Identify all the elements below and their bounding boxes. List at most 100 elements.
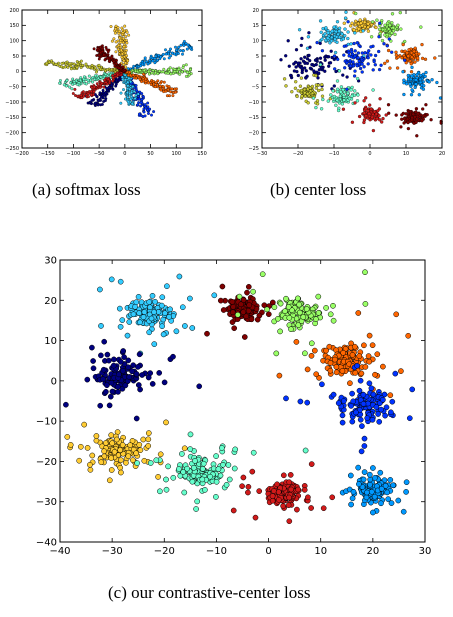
data-point bbox=[106, 357, 112, 364]
data-point bbox=[102, 53, 106, 57]
data-point bbox=[207, 473, 213, 480]
data-point bbox=[164, 48, 167, 52]
data-point bbox=[347, 51, 351, 55]
data-point bbox=[125, 364, 132, 371]
data-point bbox=[87, 466, 94, 473]
data-point bbox=[303, 91, 307, 95]
data-point bbox=[97, 66, 101, 69]
data-point bbox=[148, 315, 155, 322]
data-point bbox=[293, 86, 298, 90]
data-point bbox=[424, 70, 428, 75]
data-point bbox=[296, 89, 300, 93]
y-tick-label: 30 bbox=[44, 256, 57, 267]
data-point bbox=[303, 94, 308, 98]
data-point bbox=[107, 59, 111, 63]
data-point bbox=[105, 48, 109, 51]
data-point bbox=[125, 30, 129, 34]
data-point bbox=[295, 94, 299, 99]
data-point bbox=[369, 45, 373, 49]
data-point bbox=[151, 69, 155, 72]
data-point bbox=[99, 75, 103, 79]
data-point bbox=[142, 72, 145, 76]
data-point bbox=[353, 101, 357, 105]
data-point bbox=[387, 37, 391, 41]
data-point bbox=[396, 23, 400, 27]
data-point bbox=[330, 391, 337, 398]
x-tick-label: −10 bbox=[206, 546, 227, 557]
y-tick-label: 15 bbox=[253, 23, 259, 29]
data-point bbox=[199, 466, 206, 472]
x-tick-label: 0 bbox=[265, 546, 271, 557]
data-point bbox=[279, 58, 283, 62]
data-point bbox=[355, 64, 359, 68]
data-point bbox=[387, 477, 394, 483]
data-point bbox=[352, 370, 359, 376]
data-point bbox=[417, 93, 421, 97]
data-point bbox=[104, 382, 110, 389]
data-point bbox=[373, 63, 377, 67]
data-point bbox=[357, 43, 361, 47]
data-point bbox=[277, 328, 283, 335]
data-point bbox=[187, 73, 191, 77]
data-point bbox=[308, 58, 312, 63]
data-point bbox=[280, 503, 286, 509]
data-point bbox=[145, 436, 152, 443]
data-point bbox=[310, 91, 315, 95]
data-point bbox=[137, 112, 141, 116]
data-point bbox=[336, 32, 340, 37]
data-point bbox=[348, 403, 354, 409]
data-point bbox=[129, 97, 133, 101]
data-point bbox=[223, 481, 230, 488]
data-point bbox=[140, 436, 147, 443]
data-point bbox=[114, 40, 118, 44]
x-tick-label: −200 bbox=[15, 151, 29, 157]
data-point bbox=[145, 443, 152, 449]
data-point bbox=[296, 301, 303, 308]
data-point bbox=[349, 352, 356, 358]
data-point bbox=[269, 493, 276, 499]
data-point bbox=[351, 64, 356, 68]
data-point bbox=[264, 306, 270, 313]
data-point bbox=[101, 90, 105, 94]
data-point bbox=[108, 455, 115, 461]
data-point bbox=[184, 465, 190, 472]
data-point bbox=[371, 493, 378, 500]
data-point bbox=[354, 362, 360, 369]
data-point bbox=[133, 299, 140, 306]
data-point bbox=[180, 70, 184, 74]
data-point bbox=[349, 418, 356, 425]
data-point bbox=[369, 53, 373, 57]
data-point bbox=[96, 103, 100, 107]
data-point bbox=[391, 26, 395, 30]
data-point bbox=[177, 45, 181, 49]
data-point bbox=[73, 82, 76, 86]
y-tick-label: −40 bbox=[36, 538, 57, 549]
data-point bbox=[330, 29, 334, 33]
data-point bbox=[342, 21, 346, 25]
data-point bbox=[394, 50, 398, 54]
data-point bbox=[340, 398, 347, 404]
data-point bbox=[335, 98, 339, 103]
data-point bbox=[304, 69, 308, 73]
x-tick-label: 20 bbox=[439, 151, 445, 157]
data-point bbox=[394, 53, 399, 57]
data-point bbox=[114, 24, 118, 28]
data-point bbox=[219, 445, 225, 451]
y-tick-label: −200 bbox=[5, 130, 19, 136]
data-point bbox=[136, 92, 140, 96]
data-point bbox=[127, 76, 131, 80]
data-point bbox=[344, 10, 348, 14]
data-point bbox=[130, 102, 134, 106]
y-tick-label: 20 bbox=[253, 8, 259, 14]
data-point bbox=[300, 36, 304, 41]
y-tick-label: −150 bbox=[5, 115, 19, 121]
data-point bbox=[304, 399, 311, 406]
data-point bbox=[158, 302, 165, 309]
data-point bbox=[294, 295, 301, 302]
data-point bbox=[245, 283, 252, 290]
plot-frame bbox=[21, 9, 203, 149]
data-point bbox=[93, 433, 100, 439]
data-point bbox=[116, 305, 123, 312]
data-point bbox=[296, 73, 300, 78]
data-point bbox=[182, 323, 188, 329]
